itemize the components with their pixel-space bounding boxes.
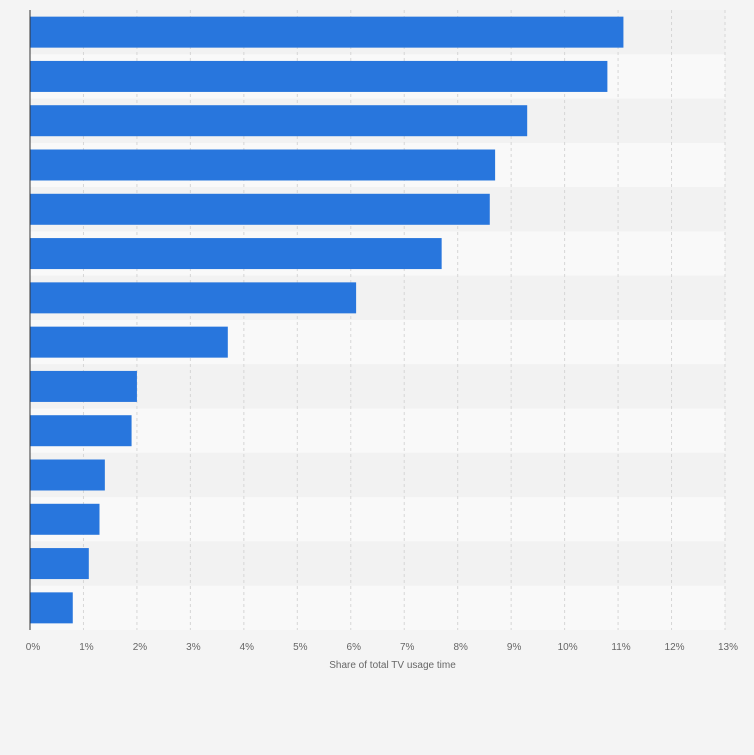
row-band bbox=[30, 364, 725, 409]
x-tick-label: 7% bbox=[400, 642, 415, 653]
row-band bbox=[30, 452, 725, 498]
bar[interactable] bbox=[30, 60, 608, 92]
row-bands bbox=[30, 10, 725, 630]
x-axis-title: Share of total TV usage time bbox=[329, 660, 456, 671]
x-tick-label: 11% bbox=[611, 642, 630, 653]
bar[interactable] bbox=[30, 459, 105, 491]
x-tick-label: 0% bbox=[26, 642, 41, 653]
x-tick-label: 6% bbox=[347, 642, 362, 653]
row-band bbox=[30, 497, 725, 542]
row-band bbox=[30, 585, 725, 630]
bar[interactable] bbox=[30, 282, 357, 314]
bar[interactable] bbox=[30, 503, 100, 535]
bar[interactable] bbox=[30, 193, 490, 225]
x-tick-label: 4% bbox=[240, 642, 255, 653]
x-tick-label: 12% bbox=[665, 642, 685, 653]
x-tick-label: 8% bbox=[453, 642, 468, 653]
bar[interactable] bbox=[30, 238, 442, 270]
bar[interactable] bbox=[30, 415, 132, 447]
row-band bbox=[30, 408, 725, 453]
bar[interactable] bbox=[30, 592, 73, 624]
x-tick-label: 2% bbox=[133, 642, 148, 653]
x-tick-label: 1% bbox=[79, 642, 94, 653]
bar[interactable] bbox=[30, 105, 528, 137]
bar[interactable] bbox=[30, 149, 496, 181]
bar[interactable] bbox=[30, 16, 624, 48]
x-tick-label: 10% bbox=[558, 642, 578, 653]
x-tick-label: 3% bbox=[186, 642, 201, 653]
bars bbox=[30, 16, 624, 624]
x-tick-label: 13% bbox=[718, 642, 738, 653]
x-axis-ticks: 0% 1% 2% 3% 4% 5% 6% 7% 8% 9% 10% 11% 12% 13% bbox=[26, 642, 738, 653]
x-tick-label: 5% bbox=[293, 642, 308, 653]
bar[interactable] bbox=[30, 326, 228, 358]
row-band bbox=[30, 541, 725, 586]
x-tick-label: 9% bbox=[507, 642, 522, 653]
bar[interactable] bbox=[30, 548, 89, 580]
bar[interactable] bbox=[30, 370, 137, 402]
